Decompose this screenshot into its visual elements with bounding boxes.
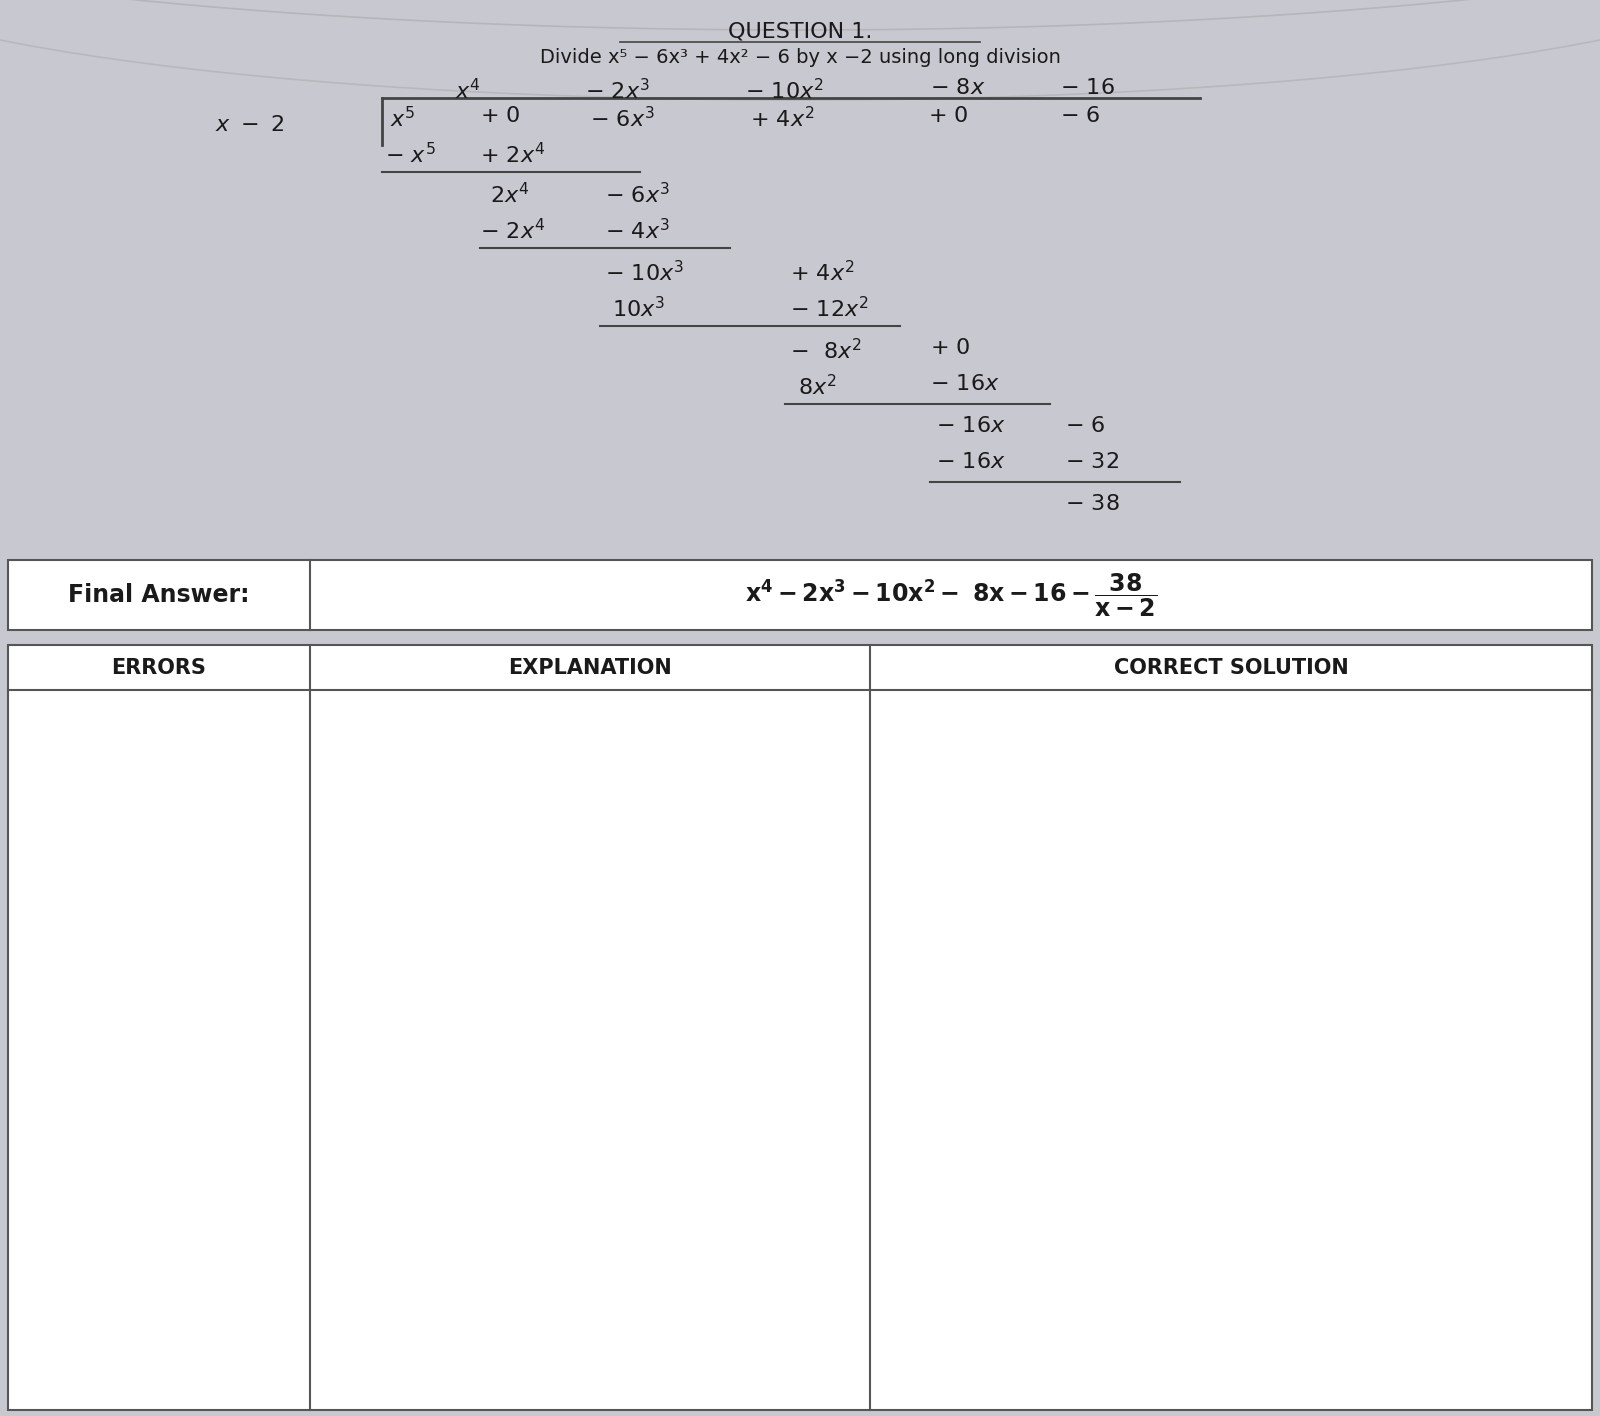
Text: $-\ \ 8x^2$: $-\ \ 8x^2$ xyxy=(790,338,862,362)
Text: $-\ 8x$: $-\ 8x$ xyxy=(930,78,986,98)
Text: $-\ 10x^3$: $-\ 10x^3$ xyxy=(605,261,683,285)
Text: $-\ 2x^3$: $-\ 2x^3$ xyxy=(586,78,650,103)
Text: $8x^2$: $8x^2$ xyxy=(798,374,837,399)
Text: $-\ 10x^2$: $-\ 10x^2$ xyxy=(746,78,824,103)
Text: $-\ 32$: $-\ 32$ xyxy=(1066,452,1118,472)
Text: QUESTION 1.: QUESTION 1. xyxy=(728,23,872,42)
Text: $-\ 6x^3$: $-\ 6x^3$ xyxy=(590,106,654,132)
Text: $+\ 4x^2$: $+\ 4x^2$ xyxy=(790,261,854,285)
Text: $-\ x^5$: $-\ x^5$ xyxy=(386,142,435,167)
Text: $-\ 16x$: $-\ 16x$ xyxy=(930,374,1000,394)
Text: $\mathbf{x^4 - 2x^3 - 10x^2 -\ 8x - 16 - \dfrac{38}{x-2}}$: $\mathbf{x^4 - 2x^3 - 10x^2 -\ 8x - 16 -… xyxy=(746,571,1157,619)
Text: $x^5$: $x^5$ xyxy=(390,106,416,132)
Text: $-\ 16x$: $-\ 16x$ xyxy=(936,452,1005,472)
Text: $+\ 2x^4$: $+\ 2x^4$ xyxy=(480,142,546,167)
Text: $2x^4$: $2x^4$ xyxy=(490,183,530,207)
Bar xyxy=(8,559,1592,630)
Text: CORRECT SOLUTION: CORRECT SOLUTION xyxy=(1114,657,1349,677)
Text: EXPLANATION: EXPLANATION xyxy=(509,657,672,677)
Text: $10x^3$: $10x^3$ xyxy=(611,296,666,321)
Text: $-\ 16x$: $-\ 16x$ xyxy=(936,416,1005,436)
Bar xyxy=(8,646,1592,1410)
Text: Final Answer:: Final Answer: xyxy=(69,583,250,607)
Text: $-\ 6$: $-\ 6$ xyxy=(1066,416,1106,436)
Text: $+\ 4x^2$: $+\ 4x^2$ xyxy=(750,106,814,132)
Text: $-\ 4x^3$: $-\ 4x^3$ xyxy=(605,218,670,244)
Text: $-\ 6$: $-\ 6$ xyxy=(1059,106,1101,126)
Text: $-\ 12x^2$: $-\ 12x^2$ xyxy=(790,296,869,321)
Text: $-\ 38$: $-\ 38$ xyxy=(1066,494,1120,514)
Text: $-\ 6x^3$: $-\ 6x^3$ xyxy=(605,183,670,207)
Text: $+\ 0$: $+\ 0$ xyxy=(480,106,520,126)
Text: ERRORS: ERRORS xyxy=(112,657,206,677)
Text: $+\ 0$: $+\ 0$ xyxy=(928,106,968,126)
Text: $-\ 2x^4$: $-\ 2x^4$ xyxy=(480,218,546,244)
Text: $+\ 0$: $+\ 0$ xyxy=(930,338,971,358)
Text: $-\ 16$: $-\ 16$ xyxy=(1059,78,1115,98)
Text: $x^4$: $x^4$ xyxy=(454,78,480,103)
Text: Divide x⁵ − 6x³ + 4x² − 6 by x −2 using long division: Divide x⁵ − 6x³ + 4x² − 6 by x −2 using … xyxy=(539,48,1061,67)
Text: $x\ -\ 2$: $x\ -\ 2$ xyxy=(214,115,285,135)
